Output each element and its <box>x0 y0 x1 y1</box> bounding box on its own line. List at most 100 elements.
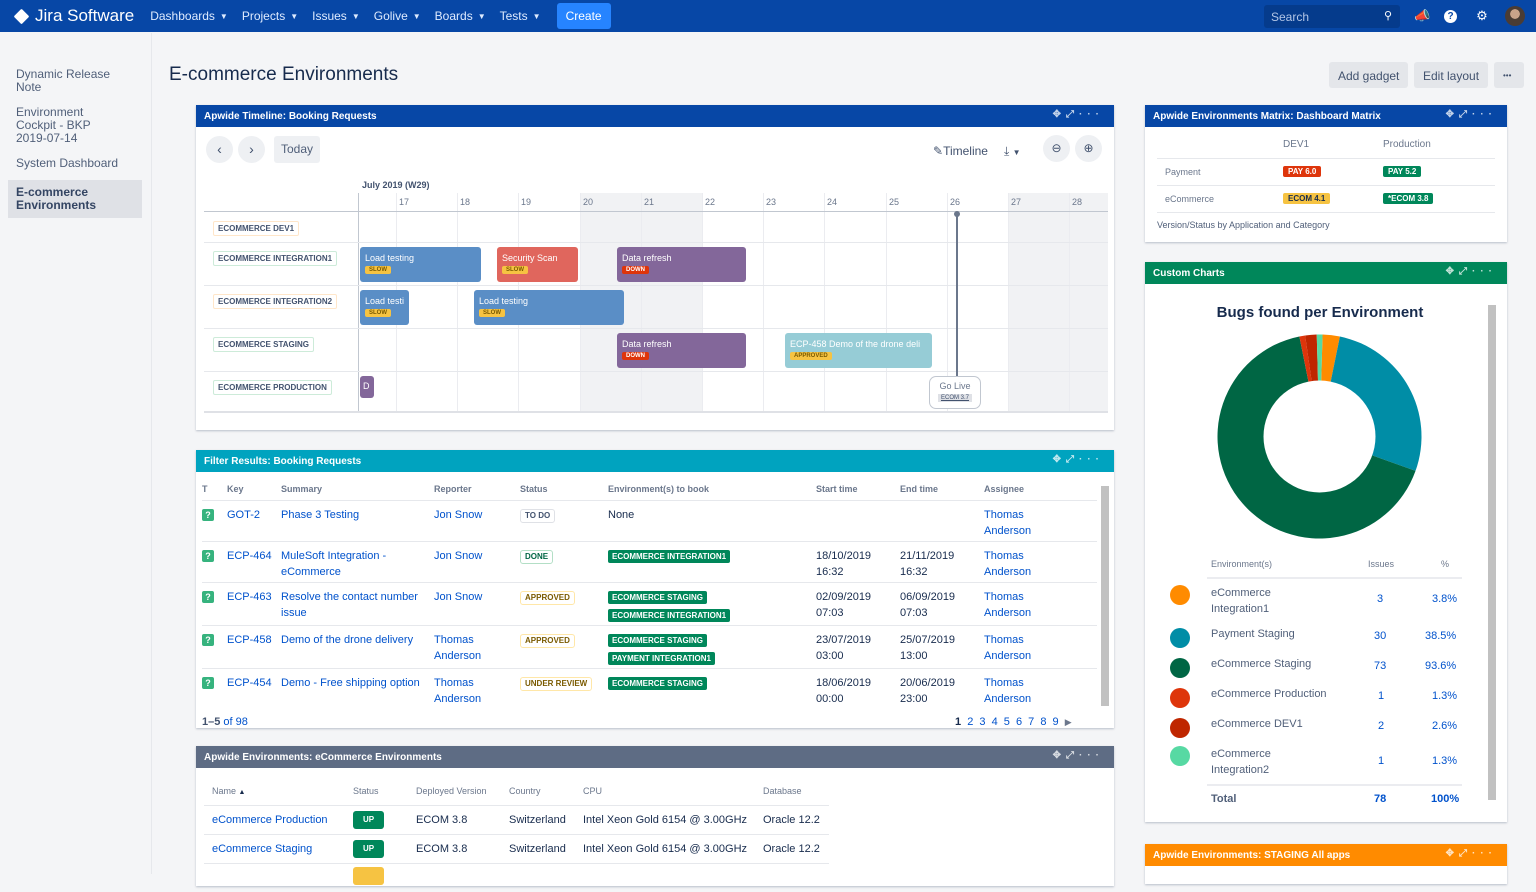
sort-by-name[interactable]: Name ▲ <box>212 785 246 796</box>
assignee-link[interactable]: Thomas Anderson <box>984 508 1032 537</box>
table-row[interactable]: ? ECP-454 Demo - Free shipping option Th… <box>202 667 1097 709</box>
timeline-row-label[interactable]: ECOMMERCE STAGING <box>213 337 314 352</box>
table-row[interactable]: ? ECP-458 Demo of the drone delivery Tho… <box>202 624 1097 668</box>
move-icon[interactable]: ✥ <box>1052 109 1066 120</box>
timeline-booking-bar[interactable]: Load testing SLOW <box>360 247 481 282</box>
timeline-booking-bar[interactable]: Security Scan SLOW <box>497 247 578 282</box>
table-row[interactable]: eCommerce Production UP ECOM 3.8 Switzer… <box>204 804 829 834</box>
add-gadget-button[interactable]: Add gadget <box>1329 62 1409 88</box>
open-timeline-link[interactable]: ✎Timeline <box>933 144 988 158</box>
expand-icon[interactable]: ⤢ <box>1459 848 1472 859</box>
next-button[interactable]: › <box>238 136 265 163</box>
edit-layout-button[interactable]: Edit layout <box>1414 62 1489 88</box>
environment-link[interactable]: eCommerce Staging <box>212 842 313 855</box>
more-icon[interactable]: ··· <box>1079 109 1104 120</box>
more-actions-button[interactable]: ••• <box>1494 62 1524 88</box>
timeline-row-label[interactable]: ECOMMERCE INTEGRATION2 <box>213 294 338 309</box>
issue-summary-link[interactable]: Demo of the drone delivery <box>281 633 414 646</box>
sidebar-item-ecommerce-environments[interactable]: E-commerce Environments <box>8 180 142 218</box>
sidebar-item-system-dashboard[interactable]: System Dashboard <box>16 156 119 170</box>
assignee-link[interactable]: Thomas Anderson <box>984 676 1032 705</box>
sidebar-item-dynamic-release-note[interactable]: Dynamic Release Note <box>16 67 111 94</box>
timeline-booking-bar[interactable]: Data refresh DOWN <box>617 247 746 282</box>
version-badge[interactable]: PAY 6.0 <box>1283 166 1322 177</box>
issue-type-icon: ? <box>202 590 214 603</box>
more-icon[interactable]: ··· <box>1079 750 1104 761</box>
timeline-booking-bar[interactable]: ECP-458 Demo of the drone deli APPROVED <box>785 333 932 368</box>
assignee-link[interactable]: Thomas Anderson <box>984 633 1032 662</box>
nav-boards[interactable]: Boards ▼ <box>434 9 486 23</box>
sidebar-item-environment-cockpit[interactable]: Environment Cockpit - BKP 2019-07-14 <box>16 105 91 145</box>
timeline-row-label[interactable]: ECOMMERCE INTEGRATION1 <box>213 251 338 266</box>
issue-summary-link[interactable]: MuleSoft Integration - eCommerce <box>281 549 387 578</box>
issue-summary-link[interactable]: Resolve the contact number issue <box>281 590 418 619</box>
milestone-version-link[interactable]: ECOM 3.7 <box>937 394 972 402</box>
issue-key-link[interactable]: ECP-464 <box>227 549 272 562</box>
move-icon[interactable]: ✥ <box>1445 109 1459 120</box>
timeline-booking-bar[interactable]: D <box>360 376 374 398</box>
timeline-booking-bar[interactable]: Data refresh DOWN <box>617 333 746 368</box>
more-icon[interactable]: ··· <box>1472 266 1497 277</box>
nav-golive[interactable]: Golive ▼ <box>373 9 421 23</box>
scrollbar[interactable] <box>1101 486 1109 706</box>
donut-chart[interactable] <box>1217 334 1422 539</box>
timeline-row-label[interactable]: ECOMMERCE PRODUCTION <box>213 380 332 395</box>
issue-key-link[interactable]: ECP-454 <box>227 676 272 689</box>
table-row[interactable]: ? ECP-464 MuleSoft Integration - eCommer… <box>202 540 1097 582</box>
reporter-link[interactable]: Jon Snow <box>434 590 483 603</box>
avatar[interactable] <box>1505 6 1525 26</box>
megaphone-icon[interactable]: 📣 <box>1414 8 1431 23</box>
table-row[interactable]: ? GOT-2 Phase 3 Testing Jon Snow TO DO N… <box>202 499 1097 541</box>
issue-summary-link[interactable]: Demo - Free shipping option <box>281 676 420 689</box>
expand-icon[interactable]: ⤢ <box>1459 109 1472 120</box>
timeline-booking-bar[interactable]: Load testing SLOW <box>474 290 624 325</box>
table-row[interactable] <box>204 862 829 892</box>
reporter-link[interactable]: Jon Snow <box>434 549 483 562</box>
version-badge[interactable]: *ECOM 3.8 <box>1383 193 1434 204</box>
timeline-row-label[interactable]: ECOMMERCE DEV1 <box>213 221 300 236</box>
version-badge[interactable]: ECOM 4.1 <box>1283 193 1331 204</box>
reporter-link[interactable]: Thomas Anderson <box>434 676 482 705</box>
issue-key-link[interactable]: ECP-458 <box>227 633 272 646</box>
settings-icon[interactable]: ⚙ <box>1476 8 1488 23</box>
milestone-go-live[interactable]: Go Live ECOM 3.7 <box>929 376 981 409</box>
expand-icon[interactable]: ⤢ <box>1066 109 1079 120</box>
zoom-in-button[interactable]: ⊕ <box>1075 135 1102 162</box>
create-button[interactable]: Create <box>556 3 611 29</box>
nav-dashboards[interactable]: Dashboards ▼ <box>150 9 228 23</box>
more-icon[interactable]: ··· <box>1472 848 1497 859</box>
download-dropdown[interactable]: ⤓ ▼ <box>1004 144 1021 159</box>
move-icon[interactable]: ✥ <box>1052 750 1066 761</box>
today-button[interactable]: Today <box>274 136 320 163</box>
jira-logo[interactable]: Jira Software <box>13 6 134 26</box>
version-badge[interactable]: PAY 5.2 <box>1383 166 1422 177</box>
issue-key-link[interactable]: GOT-2 <box>227 508 261 521</box>
timeline-booking-bar[interactable]: Load testi SLOW <box>360 290 409 325</box>
table-row[interactable]: eCommerce Staging UP ECOM 3.8 Switzerlan… <box>204 833 829 863</box>
pagination[interactable]: 1 2 3 4 5 6 7 8 9 ▶ <box>955 716 1072 728</box>
reporter-link[interactable]: Thomas Anderson <box>434 633 482 662</box>
nav-issues[interactable]: Issues ▼ <box>312 9 360 23</box>
nav-tests[interactable]: Tests ▼ <box>499 9 541 23</box>
move-icon[interactable]: ✥ <box>1445 848 1459 859</box>
expand-icon[interactable]: ⤢ <box>1066 750 1079 761</box>
assignee-link[interactable]: Thomas Anderson <box>984 590 1032 619</box>
search-input[interactable]: Search ⚲ <box>1264 5 1400 28</box>
previous-button[interactable]: ‹ <box>206 136 233 163</box>
move-icon[interactable]: ✥ <box>1052 454 1066 465</box>
more-icon[interactable]: ··· <box>1079 454 1104 465</box>
expand-icon[interactable]: ⤢ <box>1459 266 1472 277</box>
zoom-out-button[interactable]: ⊖ <box>1043 135 1070 162</box>
more-icon[interactable]: ··· <box>1472 109 1497 120</box>
environment-link[interactable]: eCommerce Production <box>212 813 328 826</box>
scrollbar[interactable] <box>1488 305 1496 800</box>
assignee-link[interactable]: Thomas Anderson <box>984 549 1032 578</box>
issue-summary-link[interactable]: Phase 3 Testing <box>281 508 360 521</box>
reporter-link[interactable]: Jon Snow <box>434 508 483 521</box>
nav-projects[interactable]: Projects ▼ <box>241 9 299 23</box>
help-icon[interactable]: ? <box>1444 10 1457 23</box>
table-row[interactable]: ? ECP-463 Resolve the contact number iss… <box>202 581 1097 625</box>
move-icon[interactable]: ✥ <box>1445 266 1459 277</box>
expand-icon[interactable]: ⤢ <box>1066 454 1079 465</box>
issue-key-link[interactable]: ECP-463 <box>227 590 272 603</box>
